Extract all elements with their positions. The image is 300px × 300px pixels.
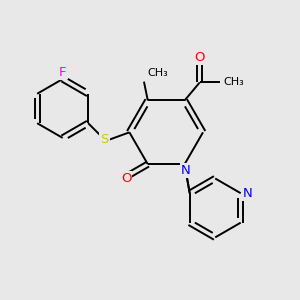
Text: CH₃: CH₃ [223,77,244,87]
Text: O: O [121,172,131,185]
Text: N: N [181,164,191,177]
Text: S: S [100,133,109,146]
Text: O: O [194,51,205,64]
Text: F: F [59,66,66,79]
Text: N: N [242,187,252,200]
Text: CH₃: CH₃ [147,68,168,78]
